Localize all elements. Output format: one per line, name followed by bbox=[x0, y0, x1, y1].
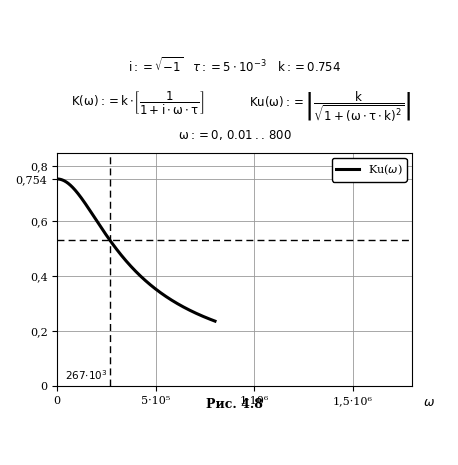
Text: Рис. 4.8: Рис. 4.8 bbox=[206, 398, 263, 411]
Legend: Ku($\omega$): Ku($\omega$) bbox=[332, 158, 407, 181]
Text: $\mathrm{\omega := 0,\, 0.01\,..\, 800}$: $\mathrm{\omega := 0,\, 0.01\,..\, 800}$ bbox=[178, 128, 292, 142]
Text: $\mathrm{Ku(\omega) := \!\left|\dfrac{k}{\sqrt{1 + (\omega \cdot \tau \cdot k)^{: $\mathrm{Ku(\omega) := \!\left|\dfrac{k}… bbox=[249, 89, 411, 124]
Text: $267{\cdot}10^{3}$: $267{\cdot}10^{3}$ bbox=[65, 368, 107, 382]
Text: $\mathrm{i := \sqrt{-1}}$   $\tau := 5 \cdot 10^{-3}$   $\mathrm{k := 0.754}$: $\mathrm{i := \sqrt{-1}}$ $\tau := 5 \cd… bbox=[128, 56, 341, 74]
Text: $\omega$: $\omega$ bbox=[423, 396, 435, 409]
Text: $\mathrm{K(\omega) := k \cdot \!\left[\dfrac{1}{1 + i \cdot \omega \cdot \tau}\r: $\mathrm{K(\omega) := k \cdot \!\left[\d… bbox=[71, 89, 205, 116]
